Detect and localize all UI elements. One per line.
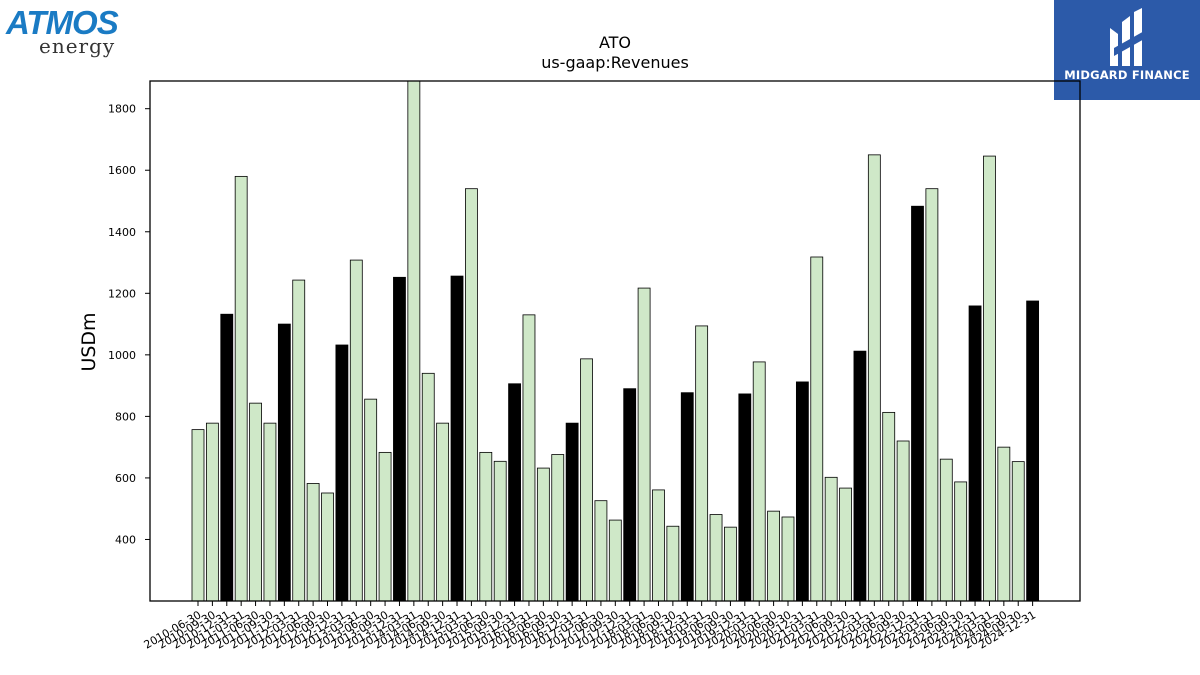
chart-subtitle: us-gaap:Revenues	[541, 53, 689, 72]
bar-2020-09-30	[795, 381, 809, 602]
bar-2016-12-31	[580, 358, 593, 602]
y-axis: 400 600 800 1000 1200 1400 1600 1800	[108, 103, 150, 546]
bar-2022-03-31	[882, 411, 896, 602]
atmos-logo-brand: ATMOS	[6, 4, 119, 41]
bar-2015-09-30	[508, 383, 521, 602]
bar-2017-06-30	[608, 519, 622, 602]
bar-2019-12-31	[752, 361, 766, 602]
bar-2013-03-31	[364, 398, 378, 602]
bar-2014-12-31	[465, 188, 478, 602]
bar-2012-12-31	[349, 259, 363, 602]
bar-2012-09-30	[335, 344, 349, 602]
bar-2020-12-31	[810, 256, 824, 602]
bar-2023-06-30	[954, 481, 968, 602]
bar-2017-12-31	[637, 287, 651, 602]
bar-2022-09-30	[911, 205, 924, 602]
bar-2013-09-30	[393, 276, 406, 602]
y-tick-label: 800	[115, 410, 136, 423]
bar-2013-12-31	[407, 80, 421, 602]
y-tick-label: 1800	[108, 103, 136, 116]
midgard-logo-name: MIDGARD FINANCE	[1064, 68, 1190, 82]
bar-2012-06-30	[321, 492, 334, 602]
bar-2010-12-31	[234, 175, 248, 602]
bar-2022-12-31	[925, 188, 939, 602]
y-tick-label: 1600	[108, 164, 136, 177]
chart-title: ATO	[599, 33, 631, 52]
bar-2023-03-31	[939, 458, 953, 602]
bar-2022-06-30	[896, 440, 910, 602]
bar-2018-12-31	[695, 325, 709, 602]
y-tick-label: 600	[115, 472, 136, 485]
bar-2020-03-31	[767, 510, 780, 602]
bar-2018-09-30	[680, 392, 694, 602]
bar-2017-03-31	[594, 500, 608, 602]
bar-2010-06-30	[191, 429, 205, 602]
bar-2013-06-30	[378, 451, 392, 602]
y-tick-label: 400	[115, 533, 136, 546]
bar-2021-06-30	[839, 487, 852, 602]
bar-2024-03-31	[997, 446, 1011, 602]
bar-2017-09-30	[623, 388, 637, 602]
bar-2010-09-30	[220, 313, 234, 602]
y-tick-label: 1400	[108, 226, 136, 239]
y-tick-label: 1000	[108, 349, 136, 362]
midgard-logo-icon	[1110, 8, 1146, 66]
bar-2024-09-30	[1026, 300, 1040, 602]
bar-2018-06-30	[666, 525, 680, 602]
bar-2014-09-30	[450, 275, 464, 602]
bar-2023-09-30	[968, 305, 982, 602]
bar-2019-03-31	[709, 514, 723, 602]
y-axis-label: USDm	[78, 312, 100, 371]
y-tick-label: 1200	[108, 287, 136, 300]
bar-2023-12-31	[983, 155, 996, 602]
atmos-energy-logo: ATMOS energy	[4, 4, 134, 60]
bar-2021-09-30	[853, 350, 867, 602]
bar-2016-09-30	[565, 422, 579, 602]
atmos-logo-sub: energy	[39, 34, 116, 58]
bar-2014-03-31	[421, 372, 435, 602]
bar-2015-03-31	[479, 451, 493, 602]
bar-2011-06-30	[263, 422, 277, 602]
bar-2021-12-31	[867, 154, 881, 602]
bar-2012-03-31	[306, 483, 320, 602]
bar-2014-06-30	[436, 422, 450, 602]
bar-2021-03-31	[824, 476, 838, 602]
bar-2016-03-31	[536, 467, 550, 602]
x-axis: 2010-06-302010-09-302010-12-312011-03-31…	[142, 601, 1038, 652]
bar-2024-06-30	[1011, 461, 1025, 602]
bar-2019-06-30	[724, 526, 737, 602]
bar-2019-09-30	[738, 393, 752, 602]
bar-2018-03-31	[652, 489, 665, 602]
bar-2011-03-31	[249, 402, 262, 602]
bar-2015-06-30	[493, 460, 507, 602]
plot-frame	[149, 80, 1081, 602]
bar-2011-12-31	[292, 279, 306, 602]
bar-2010-09-30	[205, 422, 219, 602]
bar-2016-06-30	[551, 454, 565, 602]
bars-group	[191, 80, 1040, 602]
bar-2020-06-30	[781, 516, 795, 602]
midgard-finance-logo: MIDGARD FINANCE	[1054, 0, 1200, 100]
bar-2015-12-31	[522, 314, 536, 602]
bar-2011-09-30	[277, 323, 291, 602]
